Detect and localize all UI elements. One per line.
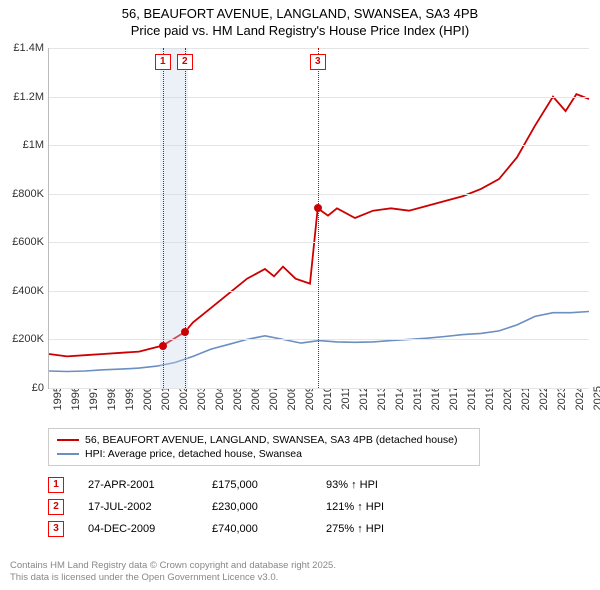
legend-swatch xyxy=(57,453,79,455)
y-tick-label: £400K xyxy=(0,285,44,297)
x-tick-label: 2001 xyxy=(160,386,172,426)
sale-date: 04-DEC-2009 xyxy=(88,523,188,535)
series-line-price_paid xyxy=(49,94,589,356)
series-line-hpi xyxy=(49,312,589,372)
chart-svg xyxy=(49,48,589,388)
x-tick-label: 1999 xyxy=(124,386,136,426)
x-tick-label: 2013 xyxy=(376,386,388,426)
x-tick-label: 1995 xyxy=(52,386,64,426)
sale-price: £230,000 xyxy=(212,501,302,513)
x-tick-label: 2004 xyxy=(214,386,226,426)
x-tick-label: 2002 xyxy=(178,386,190,426)
sale-row: 2 17-JUL-2002 £230,000 121% ↑ HPI xyxy=(48,496,548,518)
x-tick-label: 2016 xyxy=(430,386,442,426)
legend-label: HPI: Average price, detached house, Swan… xyxy=(85,448,302,460)
x-tick-label: 2015 xyxy=(412,386,424,426)
x-tick-label: 2003 xyxy=(196,386,208,426)
sale-hpi-change: 121% ↑ HPI xyxy=(326,501,446,513)
legend-item-price-paid: 56, BEAUFORT AVENUE, LANGLAND, SWANSEA, … xyxy=(57,433,471,447)
chart-plot-area: 12 3 xyxy=(48,48,589,389)
x-tick-label: 2020 xyxy=(502,386,514,426)
sale-row: 3 04-DEC-2009 £740,000 275% ↑ HPI xyxy=(48,518,548,540)
x-tick-label: 2019 xyxy=(484,386,496,426)
y-tick-label: £1M xyxy=(0,139,44,151)
y-tick-label: £1.2M xyxy=(0,91,44,103)
sale-marker-box: 3 xyxy=(310,54,326,70)
x-tick-label: 1998 xyxy=(106,386,118,426)
y-tick-label: £1.4M xyxy=(0,42,44,54)
x-tick-label: 2000 xyxy=(142,386,154,426)
x-tick-label: 2012 xyxy=(358,386,370,426)
title-line-1: 56, BEAUFORT AVENUE, LANGLAND, SWANSEA, … xyxy=(0,6,600,23)
sale-date: 17-JUL-2002 xyxy=(88,501,188,513)
legend-box: 56, BEAUFORT AVENUE, LANGLAND, SWANSEA, … xyxy=(48,428,480,466)
x-tick-label: 2025 xyxy=(592,386,600,426)
x-tick-label: 2014 xyxy=(394,386,406,426)
legend-swatch xyxy=(57,439,79,441)
y-tick-label: £800K xyxy=(0,188,44,200)
x-tick-label: 2009 xyxy=(304,386,316,426)
footer-attribution: Contains HM Land Registry data © Crown c… xyxy=(10,560,336,584)
sale-number-box: 1 xyxy=(48,477,64,493)
sale-price: £740,000 xyxy=(212,523,302,535)
x-tick-label: 1997 xyxy=(88,386,100,426)
title-line-2: Price paid vs. HM Land Registry's House … xyxy=(0,23,600,40)
legend-item-hpi: HPI: Average price, detached house, Swan… xyxy=(57,447,471,461)
legend-label: 56, BEAUFORT AVENUE, LANGLAND, SWANSEA, … xyxy=(85,434,458,446)
footer-line-2: This data is licensed under the Open Gov… xyxy=(10,572,336,584)
chart-container: 56, BEAUFORT AVENUE, LANGLAND, SWANSEA, … xyxy=(0,0,600,590)
y-tick-label: £600K xyxy=(0,236,44,248)
footer-line-1: Contains HM Land Registry data © Crown c… xyxy=(10,560,336,572)
sale-price: £175,000 xyxy=(212,479,302,491)
x-tick-label: 2007 xyxy=(268,386,280,426)
sale-number-box: 2 xyxy=(48,499,64,515)
x-tick-label: 2011 xyxy=(340,386,352,426)
x-tick-label: 2021 xyxy=(520,386,532,426)
sale-marker-box: 2 xyxy=(177,54,193,70)
x-tick-label: 1996 xyxy=(70,386,82,426)
x-tick-label: 2008 xyxy=(286,386,298,426)
sale-marker-box: 1 xyxy=(155,54,171,70)
x-tick-label: 2018 xyxy=(466,386,478,426)
x-tick-label: 2022 xyxy=(538,386,550,426)
x-tick-label: 2023 xyxy=(556,386,568,426)
sale-row: 1 27-APR-2001 £175,000 93% ↑ HPI xyxy=(48,474,548,496)
x-tick-label: 2005 xyxy=(232,386,244,426)
x-tick-label: 2010 xyxy=(322,386,334,426)
x-tick-label: 2017 xyxy=(448,386,460,426)
sale-hpi-change: 93% ↑ HPI xyxy=(326,479,446,491)
sale-hpi-change: 275% ↑ HPI xyxy=(326,523,446,535)
sales-table: 1 27-APR-2001 £175,000 93% ↑ HPI 2 17-JUL-200… xyxy=(48,474,548,540)
title-block: 56, BEAUFORT AVENUE, LANGLAND, SWANSEA, … xyxy=(0,0,600,42)
x-tick-label: 2024 xyxy=(574,386,586,426)
x-tick-label: 2006 xyxy=(250,386,262,426)
y-tick-label: £200K xyxy=(0,333,44,345)
sale-number-box: 3 xyxy=(48,521,64,537)
sale-date: 27-APR-2001 xyxy=(88,479,188,491)
y-tick-label: £0 xyxy=(0,382,44,394)
